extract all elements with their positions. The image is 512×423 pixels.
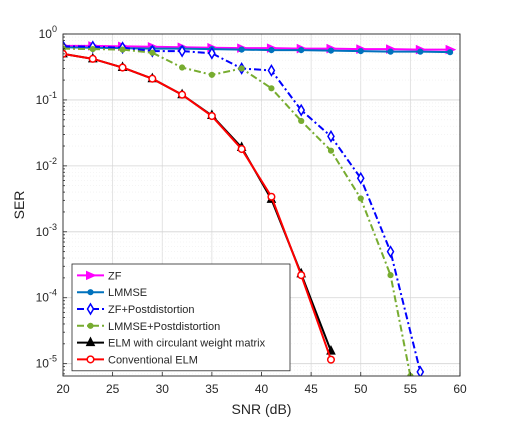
legend-entry: Conventional ELM (77, 354, 198, 366)
y-tick-label: 10-2 (36, 156, 57, 173)
x-axis-label: SNR (dB) (232, 401, 292, 417)
legend-label: LMMSE+Postdistortion (108, 321, 220, 333)
y-tick-base: 10 (36, 291, 50, 305)
data-point (149, 49, 156, 56)
x-tick-label: 50 (354, 382, 368, 396)
data-point (357, 48, 364, 55)
x-tick-label: 35 (205, 382, 219, 396)
series-group (63, 39, 457, 376)
data-point (89, 46, 96, 53)
y-tick-exponent: -4 (49, 288, 57, 298)
data-point (446, 49, 454, 56)
y-tick-base: 10 (36, 159, 50, 173)
data-point (326, 355, 336, 364)
legend-label: ZF (108, 270, 122, 282)
axes: 20 25 30 35 40 45 50 55 6010010-110-210-310-410-… (11, 24, 467, 417)
data-point (416, 365, 425, 376)
y-tick-exponent: -2 (49, 156, 57, 166)
data-point (357, 195, 364, 202)
y-tick-base: 10 (36, 225, 50, 239)
legend-swatch-marker (87, 289, 94, 296)
y-tick-base: 10 (36, 357, 50, 371)
y-axis-label: SER (11, 191, 27, 220)
data-point (178, 44, 186, 58)
data-point (148, 74, 157, 83)
legend-box (71, 263, 291, 372)
data-point (238, 46, 245, 53)
y-tick-exponent: -5 (49, 354, 57, 364)
data-point (237, 144, 246, 154)
y-tick-label: 10-4 (36, 288, 57, 305)
legend-label: LMMSE (108, 287, 147, 299)
data-point (238, 65, 245, 72)
legend-entry: LMMSE (77, 287, 147, 299)
series-3 (63, 45, 414, 376)
data-point (298, 46, 305, 54)
x-tick-label: 40 (255, 382, 269, 396)
data-point (298, 117, 305, 125)
legend-label: Conventional ELM (108, 354, 198, 366)
legend-label: ELM with circulant weight matrix (108, 338, 266, 350)
x-tick-label: 55 (404, 382, 418, 396)
legend-entry: ZF+Postdistortion (77, 302, 195, 316)
data-point (327, 147, 335, 154)
x-tick-label: 25 (106, 382, 120, 396)
data-point (297, 103, 306, 117)
data-point (387, 272, 394, 279)
y-tick-exponent: -1 (49, 90, 57, 100)
legend-swatch-marker (87, 322, 94, 329)
data-point (327, 129, 335, 143)
legend: ZF LMMSE ZF+Postdistortion LMMSE+Postdistor… (71, 263, 291, 372)
data-point (208, 46, 216, 60)
data-point (267, 192, 276, 201)
x-tick-label: 30 (156, 382, 170, 396)
x-tick-label: 45 (304, 382, 318, 396)
series-5 (63, 49, 336, 364)
data-point (179, 64, 186, 71)
legend-swatch-marker (86, 270, 97, 281)
data-point (207, 111, 216, 121)
y-tick-label: 10-1 (36, 90, 57, 107)
data-point (267, 63, 276, 77)
legend-entry: ELM with circulant weight matrix (77, 336, 266, 350)
y-tick-exponent: 0 (52, 24, 57, 34)
legend-entry: LMMSE+Postdistortion (77, 321, 220, 333)
data-point (387, 48, 394, 55)
data-point (88, 54, 97, 63)
y-tick-exponent: -3 (49, 222, 57, 232)
data-point (268, 85, 275, 92)
legend-swatch-marker (85, 336, 96, 347)
data-point (208, 71, 215, 78)
legend-swatch-marker (86, 302, 95, 316)
data-point (268, 46, 275, 54)
y-tick-base: 10 (39, 27, 53, 41)
data-point (297, 271, 306, 280)
x-tick-label: 60 (453, 382, 467, 396)
data-point (119, 46, 126, 53)
data-point (386, 245, 395, 259)
y-tick-label: 100 (39, 24, 57, 41)
legend-label: ZF+Postdistortion (108, 304, 195, 316)
y-tick-base: 10 (36, 93, 50, 107)
y-tick-label: 10-5 (36, 354, 57, 371)
series-line (63, 52, 332, 360)
y-tick-label: 10-3 (36, 222, 57, 239)
data-point (118, 63, 127, 72)
legend-entry: ZF (77, 270, 122, 282)
data-point (327, 47, 335, 54)
plot-frame (62, 33, 461, 377)
data-point (178, 90, 187, 99)
x-tick-label: 20 (56, 382, 70, 396)
legend-swatch-marker (86, 355, 95, 364)
data-point (356, 171, 365, 185)
data-point (417, 48, 424, 55)
